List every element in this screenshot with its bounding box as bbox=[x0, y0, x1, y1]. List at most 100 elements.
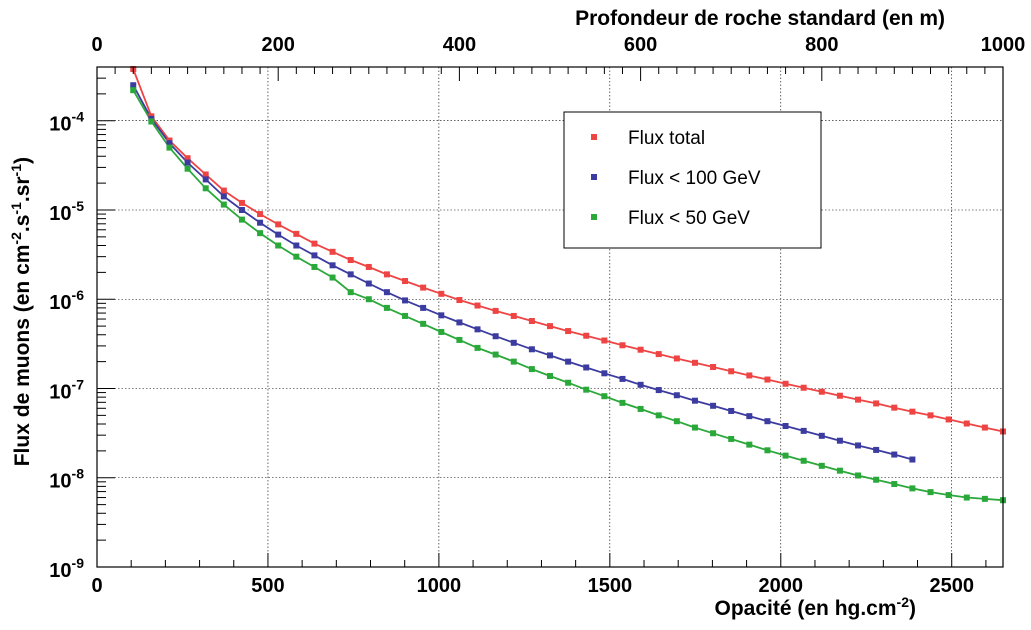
data-point-series-1 bbox=[166, 140, 173, 147]
data-point-series-1 bbox=[202, 176, 209, 183]
data-point-series-0 bbox=[764, 376, 771, 383]
y-tick-label-exponent: -4 bbox=[72, 109, 85, 125]
data-point-series-2 bbox=[583, 386, 590, 393]
data-point-series-0 bbox=[637, 346, 644, 353]
y-axis-title-main: Flux de muons (en cm bbox=[11, 245, 34, 467]
data-point-series-0 bbox=[202, 171, 209, 178]
data-point-series-0 bbox=[583, 332, 590, 339]
data-point-series-1 bbox=[691, 397, 698, 404]
data-point-series-0 bbox=[619, 342, 626, 349]
y-axis-title-exp2: -1 bbox=[8, 202, 24, 215]
data-point-series-2 bbox=[311, 263, 318, 270]
data-point-series-2 bbox=[655, 412, 662, 419]
data-point-series-0 bbox=[293, 230, 300, 237]
data-point-series-2 bbox=[927, 489, 934, 496]
data-point-series-2 bbox=[691, 424, 698, 431]
data-point-series-0 bbox=[311, 240, 318, 247]
legend-label-flux-100gev: Flux < 100 GeV bbox=[628, 168, 761, 189]
data-point-series-1 bbox=[800, 427, 807, 434]
y-tick-label-4: 10-5 bbox=[49, 198, 84, 225]
grid-layer bbox=[97, 67, 1003, 567]
data-point-series-0 bbox=[818, 388, 825, 395]
data-point-series-1 bbox=[528, 346, 535, 353]
data-point-series-0 bbox=[275, 221, 282, 228]
data-point-series-2 bbox=[402, 312, 409, 319]
data-point-series-1 bbox=[438, 312, 445, 319]
data-point-series-2 bbox=[510, 358, 517, 365]
data-point-series-0 bbox=[238, 199, 245, 206]
x-tick-label-1000: 1000 bbox=[417, 575, 462, 597]
y-tick-label-exponent: -9 bbox=[72, 555, 85, 571]
data-point-series-0 bbox=[728, 368, 735, 375]
y-axis-title-exp3: -1 bbox=[8, 164, 24, 177]
data-point-series-0 bbox=[746, 372, 753, 379]
data-point-series-2 bbox=[184, 165, 191, 172]
y-tick-label-exponent: -5 bbox=[72, 198, 85, 214]
data-point-series-0 bbox=[673, 355, 680, 362]
legend-marker-flux-100gev bbox=[591, 174, 597, 180]
data-point-series-2 bbox=[492, 351, 499, 358]
y-axis-title-mid2: .sr bbox=[11, 176, 34, 202]
data-point-series-0 bbox=[257, 211, 264, 218]
data-point-series-1 bbox=[909, 456, 916, 463]
data-point-series-0 bbox=[420, 284, 427, 291]
data-point-series-0 bbox=[963, 420, 970, 427]
data-point-series-2 bbox=[818, 462, 825, 469]
data-point-series-2 bbox=[836, 467, 843, 474]
data-point-series-0 bbox=[855, 396, 862, 403]
data-point-series-2 bbox=[673, 418, 680, 425]
data-point-series-1 bbox=[601, 370, 608, 377]
data-point-series-2 bbox=[220, 201, 227, 208]
y-axis-title-mid1: .s bbox=[11, 215, 34, 233]
x-axis-title: Opacité (en hg.cm-2) bbox=[715, 594, 917, 620]
data-point-series-1 bbox=[238, 206, 245, 213]
data-point-series-2 bbox=[329, 274, 336, 281]
legend-label-flux-50gev: Flux < 50 GeV bbox=[628, 208, 750, 229]
data-point-series-2 bbox=[166, 144, 173, 151]
top-tick-label-0: 0 bbox=[91, 34, 102, 56]
top-tick-label-200: 200 bbox=[262, 34, 295, 56]
data-point-series-1 bbox=[492, 333, 499, 340]
data-point-series-2 bbox=[438, 328, 445, 335]
y-tick-label-3: 10-6 bbox=[49, 287, 84, 314]
data-point-series-0 bbox=[184, 155, 191, 162]
data-point-series-0 bbox=[347, 257, 354, 264]
y-tick-label-base: 10 bbox=[49, 292, 71, 314]
data-point-series-1 bbox=[474, 326, 481, 333]
y-tick-label-base: 10 bbox=[49, 381, 71, 403]
data-point-series-1 bbox=[746, 413, 753, 420]
data-point-series-1 bbox=[619, 375, 626, 382]
y-tick-label-base: 10 bbox=[49, 203, 71, 225]
data-point-series-1 bbox=[510, 339, 517, 346]
top-tick-label-400: 400 bbox=[443, 34, 476, 56]
data-point-series-1 bbox=[347, 271, 354, 278]
data-point-series-2 bbox=[728, 435, 735, 442]
data-point-series-2 bbox=[909, 485, 916, 492]
top-tick-label-800: 800 bbox=[805, 34, 838, 56]
data-point-series-0 bbox=[981, 424, 988, 431]
data-point-series-1 bbox=[836, 437, 843, 444]
y-tick-label-exponent: -6 bbox=[72, 287, 85, 303]
data-point-series-1 bbox=[855, 442, 862, 449]
data-point-series-1 bbox=[329, 262, 336, 269]
data-point-series-1 bbox=[583, 364, 590, 371]
data-point-series-0 bbox=[800, 384, 807, 391]
data-point-series-1 bbox=[728, 407, 735, 414]
data-point-series-0 bbox=[492, 307, 499, 314]
data-point-series-2 bbox=[275, 242, 282, 249]
data-point-series-0 bbox=[691, 359, 698, 366]
axis-ticks-layer bbox=[96, 66, 1004, 568]
data-point-series-0 bbox=[836, 392, 843, 399]
data-point-series-0 bbox=[402, 278, 409, 285]
x-axis-title-main: Opacité (en hg.cm bbox=[715, 597, 897, 620]
legend-marker-flux-50gev bbox=[591, 214, 597, 220]
x-axis-title-end: ) bbox=[909, 597, 916, 620]
data-point-series-1 bbox=[547, 352, 553, 359]
data-point-series-2 bbox=[981, 495, 988, 502]
data-point-series-2 bbox=[383, 304, 390, 311]
y-axis-title-exp1: -2 bbox=[8, 232, 24, 245]
data-point-series-1 bbox=[565, 358, 572, 365]
